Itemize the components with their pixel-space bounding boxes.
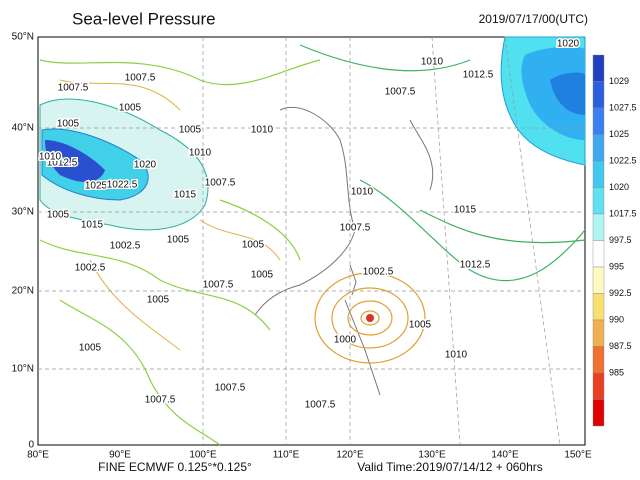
colorbar-swatch [592, 81, 605, 109]
x-axis-label: 90°E [109, 450, 131, 461]
contour-label: 1007.5 [203, 280, 234, 291]
x-axis-label: 110°E [273, 450, 300, 461]
colorbar-swatch [592, 293, 605, 321]
contour-label: 1010 [39, 152, 62, 163]
contour-label: 1007.5 [385, 87, 416, 98]
colorbar-swatch [592, 54, 605, 82]
contour-label: 1007.5 [205, 178, 236, 189]
contour-label: 1005 [251, 270, 274, 281]
contour-label: 1005 [119, 103, 142, 114]
contour-label: 1005 [167, 235, 190, 246]
colorbar-swatch [592, 134, 605, 162]
colorbar-label: 1025 [609, 129, 629, 139]
valid-time-utc: 2019/07/17/00(UTC) [479, 12, 588, 26]
colorbar-label: 1020 [609, 182, 629, 192]
contour-label: 1005 [57, 119, 80, 130]
colorbar-swatch [592, 399, 605, 427]
y-axis-label: 20°N [12, 286, 34, 297]
contour-label: 1007.5 [125, 73, 156, 84]
contour-label: 1007.5 [305, 400, 336, 411]
map-area [37, 36, 586, 446]
contour-label: 1007.5 [215, 383, 246, 394]
colorbar-swatch [592, 319, 605, 347]
y-axis-label: 0 [28, 440, 34, 451]
contour-label: 1002.5 [110, 241, 141, 252]
contour-label: 1007.5 [340, 223, 371, 234]
colorbar-swatch [592, 107, 605, 135]
colorbar-label: 990 [609, 314, 624, 324]
colorbar-label: 987.5 [609, 341, 632, 351]
colorbar-swatch [592, 160, 605, 188]
contour-label: 1010 [189, 148, 212, 159]
model-info: FINE ECMWF 0.125°*0.125° [98, 460, 252, 474]
colorbar-label: 1027.5 [609, 102, 637, 112]
y-axis-label: 10°N [12, 364, 34, 375]
contour-label: 1015 [174, 190, 197, 201]
y-axis-label: 40°N [12, 123, 34, 134]
colorbar-swatch [592, 372, 605, 400]
colorbar-label: 985 [609, 367, 624, 377]
contour-label: 1007.5 [58, 83, 89, 94]
contour-label: 1020 [557, 39, 580, 50]
contour-label: 1005 [147, 295, 170, 306]
colorbar-swatch [592, 266, 605, 294]
contour-label: 1007.5 [145, 395, 176, 406]
contour-label: 1025 [85, 181, 108, 192]
contour-label: 1002.5 [363, 267, 394, 278]
x-axis-label: 120°E [336, 450, 364, 461]
x-axis-label: 100°E [189, 450, 217, 461]
x-axis-label: 130°E [418, 450, 446, 461]
colorbar-swatch [592, 187, 605, 215]
colorbar-label: 992.5 [609, 288, 632, 298]
contour-label: 1005 [409, 320, 432, 331]
colorbar-label: 997.5 [609, 235, 632, 245]
contour-label: 1015 [81, 220, 104, 231]
contour-label: 1012.5 [460, 260, 491, 271]
contour-label: 1020 [134, 160, 157, 171]
contour-label: 1012.5 [47, 158, 78, 169]
x-axis-label: 140°E [491, 450, 519, 461]
colorbar-swatch [592, 346, 605, 374]
x-axis-label: 80°E [27, 450, 49, 461]
contour-label: 1010 [421, 57, 444, 68]
y-axis-label: 50°N [12, 32, 34, 43]
contour-label: 1005 [47, 210, 70, 221]
contour-label: 1010 [351, 187, 374, 198]
title: Sea-level Pressure [72, 9, 216, 28]
colorbar-swatch [592, 213, 605, 241]
valid-time-info: Valid Time:2019/07/14/12 + 060hrs [357, 460, 543, 474]
colorbar-label: 1017.5 [609, 208, 637, 218]
y-axis-label: 30°N [12, 207, 34, 218]
contour-label: 1000 [334, 335, 357, 346]
contour-label: 1005 [79, 343, 102, 354]
x-axis-label: 150°E [564, 450, 592, 461]
colorbar: 1029 1027.5 1025 1022.5 1020 1017.5 997.5 995 99… [592, 54, 637, 427]
contour-label: 1005 [179, 125, 202, 136]
colorbar-swatch [592, 240, 605, 268]
colorbar-label: 995 [609, 261, 624, 271]
contour-label: 1015 [454, 205, 477, 216]
contour-label: 1005 [242, 240, 265, 251]
contour-label: 1010 [251, 125, 274, 136]
contour-label: 1002.5 [75, 263, 106, 274]
contour-label: 1010 [445, 350, 468, 361]
contour-label: 1012.5 [463, 70, 494, 81]
colorbar-label: 1022.5 [609, 155, 637, 165]
colorbar-label: 1029 [609, 76, 629, 86]
contour-label: 1022.5 [107, 180, 138, 191]
